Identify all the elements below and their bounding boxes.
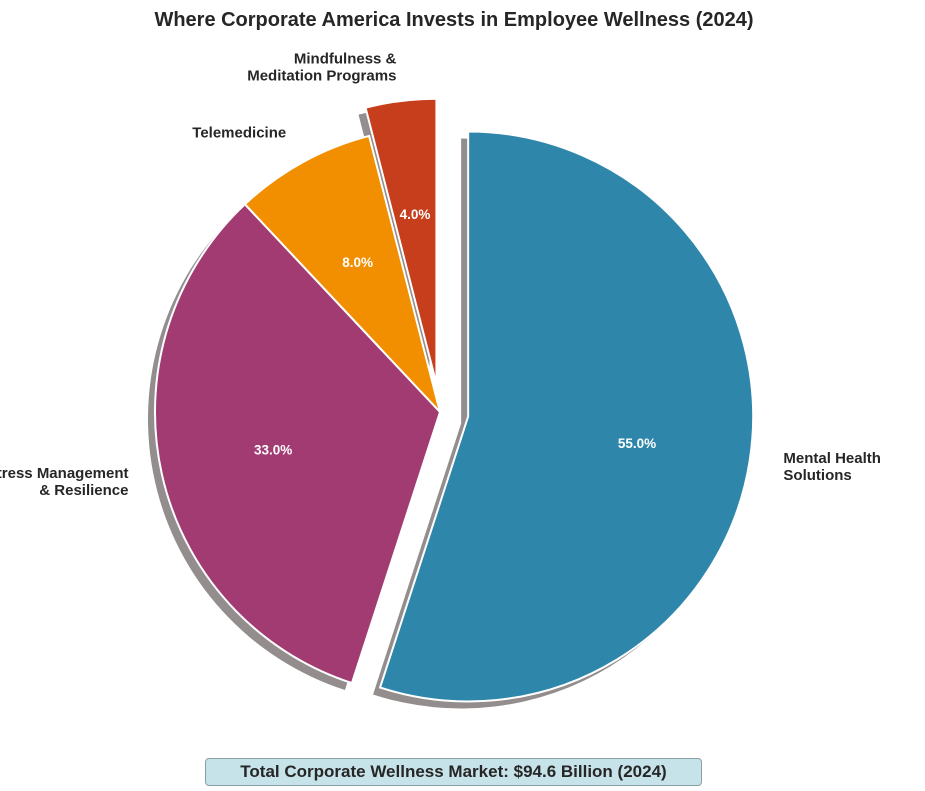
slice-category-label-line: Telemedicine (192, 124, 286, 141)
pie-slice (378, 130, 755, 703)
slice-percentage-label: 8.0% (342, 255, 373, 270)
pie-slice (364, 97, 438, 384)
slice-category-label-line: Stress Management (0, 465, 128, 482)
pie-slice (243, 134, 441, 413)
total-market-text: Total Corporate Wellness Market: $94.6 B… (240, 762, 667, 781)
slice-category-label: Mental Health Solutions (783, 450, 881, 484)
chart-title: Where Corporate America Invests in Emplo… (154, 9, 753, 31)
slice-category-label-line: Meditation Programs (247, 68, 396, 85)
slice-category-label-line: Mindfulness & (294, 51, 397, 68)
slice-category-label-line: Solutions (783, 467, 851, 484)
slice-category-label: Stress Management & Resilience (0, 465, 128, 499)
slice-percentage-label: 4.0% (400, 207, 431, 222)
slice-category-label-line: Mental Health (783, 450, 881, 467)
total-market-annotation: Total Corporate Wellness Market: $94.6 B… (205, 758, 702, 786)
slice-percentage-label: 33.0% (254, 442, 292, 457)
slice-category-label: Telemedicine (192, 124, 286, 141)
slice-category-label: Mindfulness & Meditation Programs (247, 51, 396, 85)
slice-percentage-label: 55.0% (618, 436, 656, 451)
slice-category-label-line: & Resilience (39, 482, 128, 499)
pie-slice (154, 202, 442, 685)
